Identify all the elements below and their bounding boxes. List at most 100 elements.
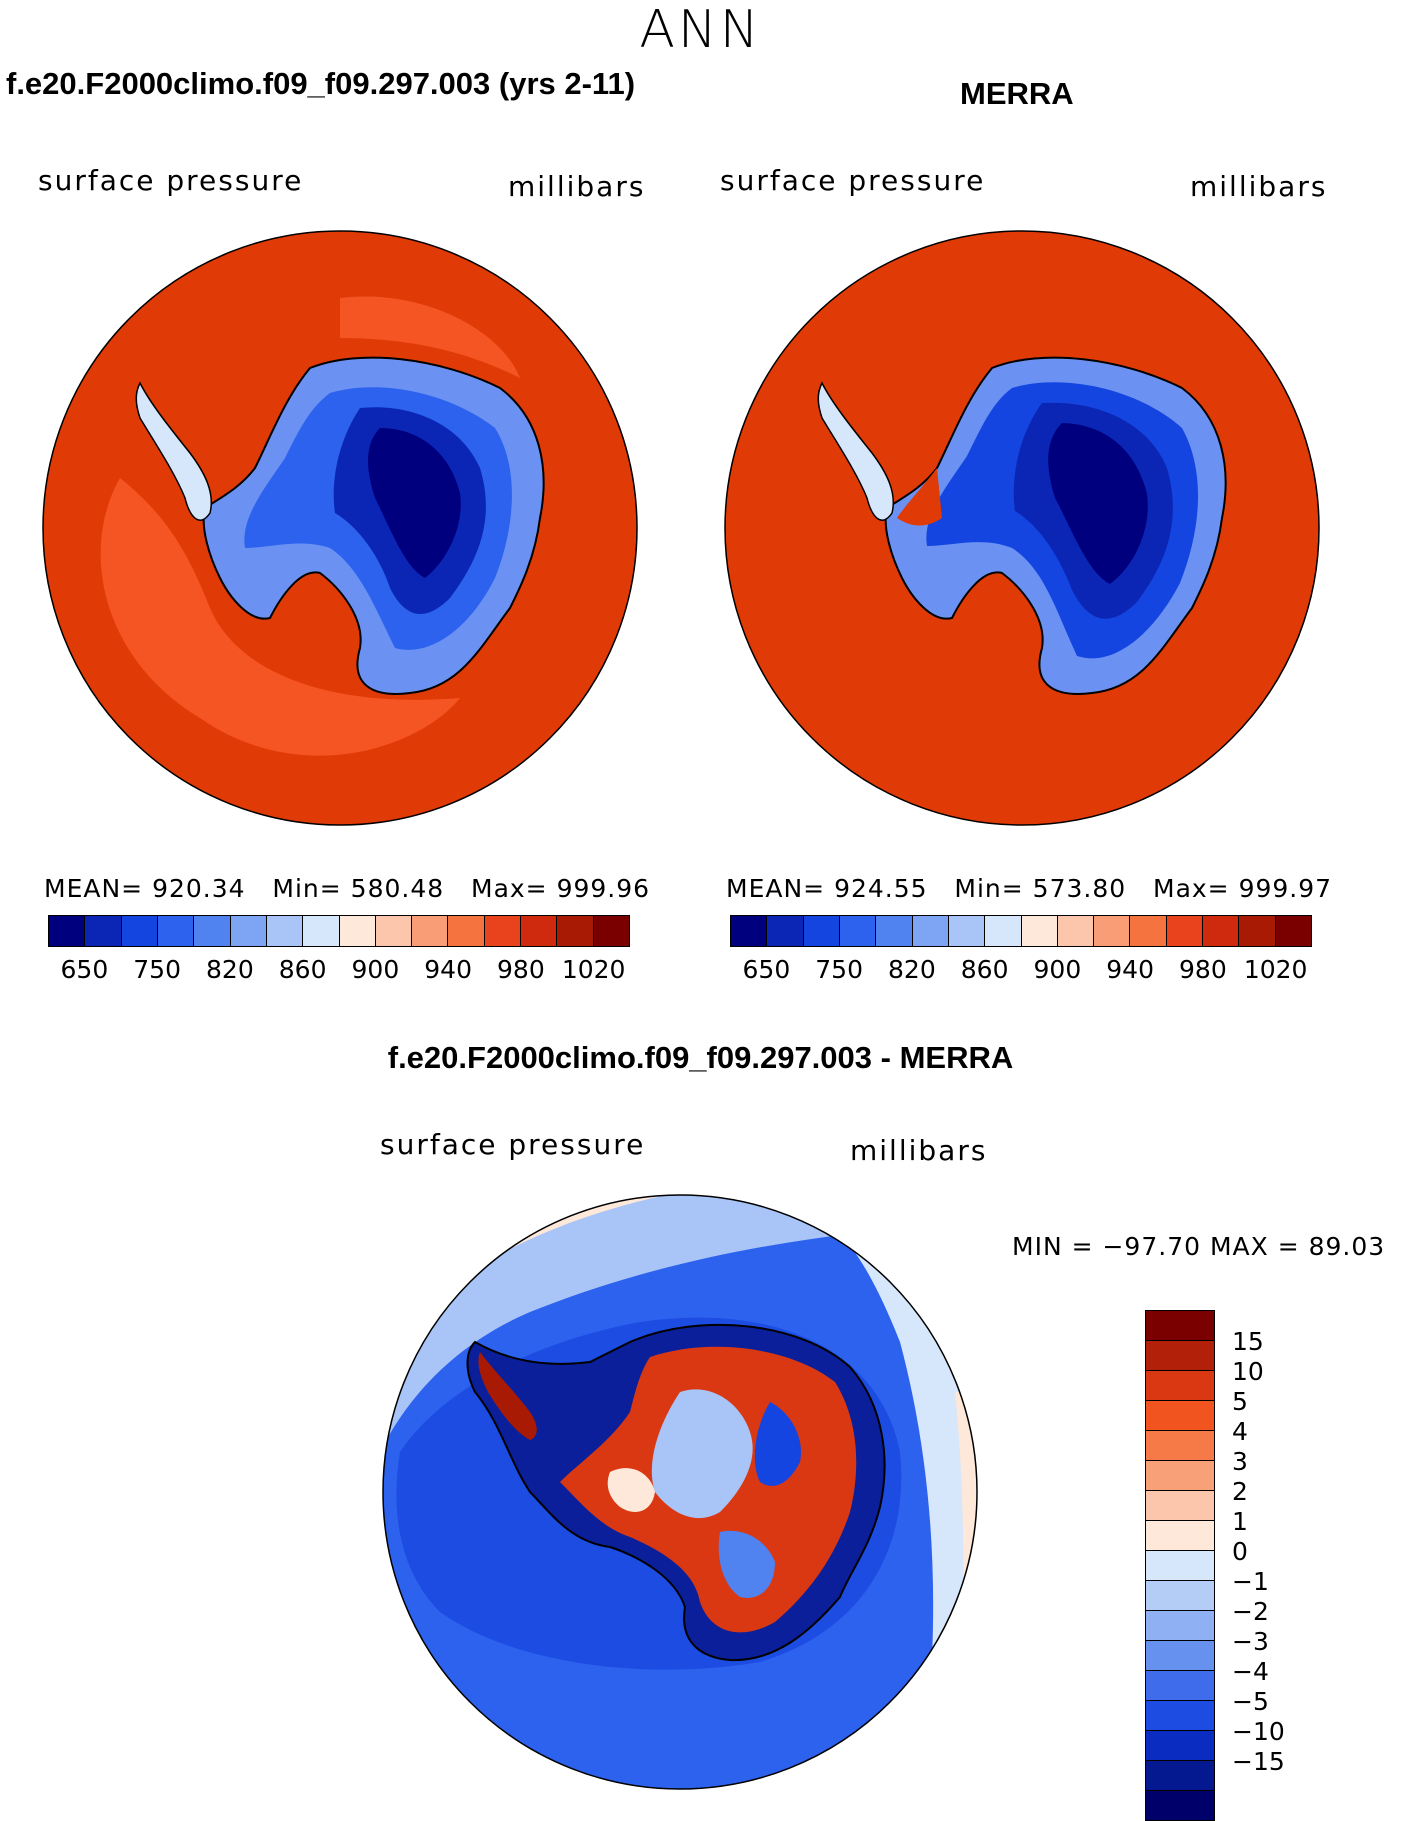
panel-1-variable: surface pressure <box>38 164 304 197</box>
colorbar-segment <box>1146 1761 1214 1791</box>
colorbar-tick-label: −5 <box>1232 1687 1269 1716</box>
colorbar-segment <box>339 916 376 946</box>
colorbar-segment <box>1021 916 1058 946</box>
colorbar-segment <box>521 916 558 946</box>
colorbar-tick-label: 860 <box>960 955 1009 984</box>
colorbar-segment <box>876 916 913 946</box>
panel-1-title: f.e20.F2000climo.f09_f09.297.003 (yrs 2-… <box>6 66 636 101</box>
colorbar-segment <box>1146 1311 1214 1341</box>
colorbar-segment <box>1094 916 1131 946</box>
panel-1-map <box>42 230 638 826</box>
colorbar-segment <box>1146 1701 1214 1731</box>
panel-2-title: MERRA <box>960 76 1074 111</box>
colorbar-tick-label: −2 <box>1232 1597 1269 1626</box>
colorbar-segment <box>1146 1371 1214 1401</box>
colorbar-tick-label: 1020 <box>1243 955 1308 984</box>
colorbar-segment <box>194 916 231 946</box>
diff-variable: surface pressure <box>380 1128 646 1161</box>
colorbar-tick-label: 4 <box>1232 1417 1248 1446</box>
colorbar-segment <box>1166 916 1204 946</box>
season-title: ANN <box>639 0 762 60</box>
colorbar-segment <box>230 916 267 946</box>
diff-units: millibars <box>850 1134 988 1167</box>
colorbar-tick-label: −3 <box>1232 1627 1269 1656</box>
colorbar-segment <box>593 916 629 946</box>
colorbar-tick-label: 0 <box>1232 1537 1248 1566</box>
colorbar-segment <box>1146 1431 1214 1461</box>
colorbar-segment <box>484 916 522 946</box>
panel-1-colorbar: 650 750 820 860 900 940 980 1020 <box>48 915 630 987</box>
colorbar-tick-label: 650 <box>60 955 109 984</box>
diff-map <box>382 1194 978 1790</box>
colorbar-segment <box>1146 1341 1214 1371</box>
colorbar-segment <box>985 916 1022 946</box>
diff-title: f.e20.F2000climo.f09_f09.297.003 - MERRA <box>387 1040 1014 1075</box>
colorbar-tick-label: 3 <box>1232 1447 1248 1476</box>
colorbar-segment <box>448 916 485 946</box>
colorbar-segment <box>1146 1461 1214 1491</box>
colorbar-segment <box>1130 916 1167 946</box>
colorbar-tick-label: 900 <box>1033 955 1082 984</box>
colorbar-segment <box>412 916 449 946</box>
panel-2-colorbar: 650 750 820 860 900 940 980 1020 <box>730 915 1312 987</box>
colorbar-segment <box>85 916 122 946</box>
colorbar-segment <box>803 916 840 946</box>
colorbar-segment <box>1146 1401 1214 1431</box>
colorbar-segment <box>121 916 158 946</box>
colorbar-tick-label: −10 <box>1232 1717 1285 1746</box>
colorbar-segment <box>1275 916 1311 946</box>
colorbar-tick-label: 900 <box>351 955 400 984</box>
colorbar-tick-label: 940 <box>1106 955 1154 984</box>
colorbar-segment <box>157 916 195 946</box>
colorbar-tick-label: 820 <box>888 955 936 984</box>
diff-minmax: MIN = −97.70 MAX = 89.03 <box>1012 1232 1386 1261</box>
colorbar-tick-label: 15 <box>1232 1327 1264 1356</box>
colorbar-tick-label: 750 <box>133 955 181 984</box>
colorbar-tick-label: 1 <box>1232 1507 1248 1536</box>
colorbar-tick-label: 2 <box>1232 1477 1248 1506</box>
colorbar-segment <box>375 916 413 946</box>
panel-1-stats: MEAN= 920.34 Min= 580.48 Max= 999.96 <box>44 874 651 903</box>
panel-2-units: millibars <box>1190 170 1328 203</box>
colorbar-segment <box>557 916 594 946</box>
colorbar-segment <box>767 916 804 946</box>
colorbar-segment <box>1203 916 1240 946</box>
colorbar-tick-label: 860 <box>278 955 327 984</box>
colorbar-segment <box>731 916 768 946</box>
panel-2-variable: surface pressure <box>720 164 986 197</box>
colorbar-segment <box>1146 1791 1214 1820</box>
colorbar-tick-label: −1 <box>1232 1567 1269 1596</box>
colorbar-segment <box>1146 1491 1214 1521</box>
colorbar-tick-label: 980 <box>1179 955 1227 984</box>
colorbar-tick-label: 980 <box>497 955 545 984</box>
colorbar-segment <box>1146 1551 1214 1581</box>
diff-colorbar <box>1145 1310 1215 1821</box>
colorbar-tick-label: −4 <box>1232 1657 1269 1686</box>
panel-1-units: millibars <box>508 170 646 203</box>
colorbar-tick-label: 940 <box>424 955 472 984</box>
panel-2-stats: MEAN= 924.55 Min= 573.80 Max= 999.97 <box>726 874 1333 903</box>
colorbar-tick-label: 650 <box>742 955 791 984</box>
colorbar-segment <box>1146 1581 1214 1611</box>
colorbar-segment <box>49 916 86 946</box>
colorbar-segment <box>1146 1731 1214 1761</box>
diff-colorbar-ticks: 15 10 5 4 3 2 1 0 −1 −2 −3 −4 −5 −10 −15 <box>1232 1310 1332 1810</box>
colorbar-segment <box>303 916 340 946</box>
colorbar-tick-label: 5 <box>1232 1387 1248 1416</box>
colorbar-segment <box>1146 1611 1214 1641</box>
colorbar-segment <box>1239 916 1276 946</box>
colorbar-tick-label: 820 <box>206 955 254 984</box>
colorbar-tick-label: 1020 <box>561 955 626 984</box>
panel-2-map <box>724 230 1320 826</box>
colorbar-segment <box>948 916 986 946</box>
colorbar-segment <box>1146 1671 1214 1701</box>
colorbar-segment <box>1146 1641 1214 1671</box>
colorbar-tick-label: 10 <box>1232 1357 1264 1386</box>
colorbar-segment <box>1146 1521 1214 1551</box>
colorbar-tick-label: −15 <box>1232 1747 1285 1776</box>
colorbar-segment <box>266 916 304 946</box>
colorbar-segment <box>912 916 949 946</box>
colorbar-segment <box>839 916 877 946</box>
colorbar-tick-label: 750 <box>815 955 863 984</box>
colorbar-segment <box>1057 916 1095 946</box>
